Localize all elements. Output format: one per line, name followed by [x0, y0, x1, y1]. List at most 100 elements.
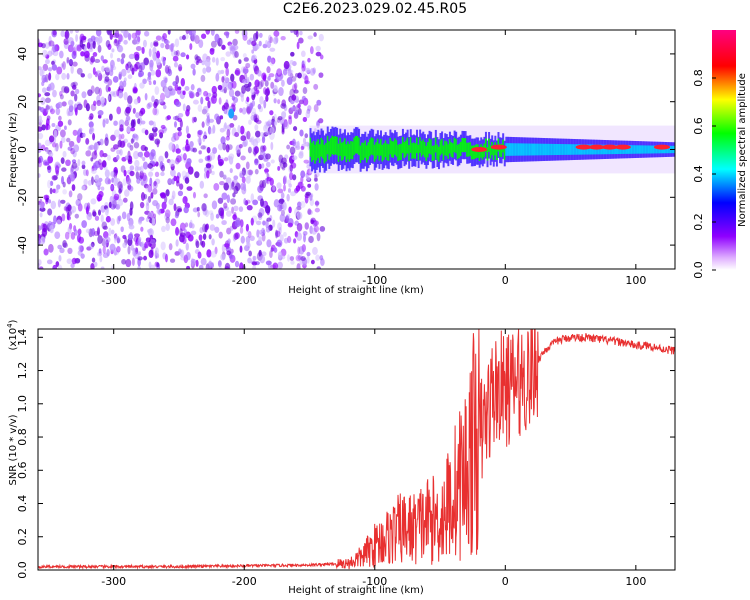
heatmap-cell: [164, 39, 170, 45]
heatmap-cell: [265, 40, 268, 46]
heatmap-cell: [42, 237, 46, 243]
heatmap-cell: [197, 137, 202, 144]
heatmap-cell: [38, 237, 41, 247]
heatmap-cell: [210, 262, 214, 267]
heatmap-cell: [86, 41, 91, 49]
heatmap-cell: [297, 201, 302, 208]
heatmap-cell: [286, 144, 291, 150]
heatmap-cell: [264, 80, 269, 87]
spectrogram-x-axis-label: Height of straight line (km): [288, 285, 424, 296]
heatmap-cell: [130, 138, 134, 144]
heatmap-cell: [155, 35, 162, 41]
heatmap-cell: [199, 180, 205, 189]
heatmap-cell: [180, 78, 186, 87]
heatmap-cell: [185, 54, 190, 60]
heatmap-cell: [97, 227, 101, 237]
heatmap-cell: [92, 209, 96, 217]
heatmap-cell: [67, 99, 74, 106]
heatmap-cell: [101, 65, 105, 72]
heatmap-cell: [119, 149, 123, 156]
heatmap-cell: [152, 53, 158, 62]
signal-core: [665, 145, 668, 154]
heatmap-cell: [85, 206, 89, 215]
heatmap-cell: [93, 141, 99, 151]
heatmap-cell: [105, 118, 109, 125]
signal-core: [405, 140, 408, 157]
heatmap-cell: [52, 265, 57, 269]
heatmap-cell: [83, 178, 88, 186]
heatmap-cell: [92, 211, 97, 217]
signal-core: [323, 144, 326, 164]
heatmap-cell: [176, 206, 182, 212]
heatmap-cell: [185, 30, 190, 35]
heatmap-cell: [291, 94, 297, 101]
heatmap-cell: [250, 111, 257, 117]
heatmap-cell: [127, 74, 133, 80]
heatmap-cell: [101, 160, 107, 168]
signal-core: [640, 145, 643, 154]
heatmap-cell: [240, 219, 244, 228]
heatmap-cell: [140, 226, 144, 232]
heatmap-cell: [266, 176, 270, 185]
heatmap-cell: [164, 86, 168, 93]
heatmap-cell: [164, 151, 169, 159]
signal-core: [334, 136, 337, 155]
heatmap-cell: [257, 214, 263, 221]
heatmap-cell: [218, 161, 223, 167]
heatmap-cell: [309, 68, 316, 76]
signal-core: [433, 145, 436, 161]
heatmap-cell: [222, 124, 227, 132]
heatmap-cell: [185, 242, 189, 251]
heatmap-cell: [48, 72, 52, 81]
heatmap-cell: [197, 211, 201, 218]
heatmap-cell: [300, 170, 306, 179]
signal-core: [563, 144, 566, 155]
signal-core: [517, 143, 520, 156]
heatmap-cell: [203, 131, 207, 140]
heatmap-cell: [165, 253, 168, 263]
heatmap-cell: [313, 32, 317, 37]
heatmap-cell: [156, 50, 161, 59]
heatmap-cell: [239, 125, 245, 135]
heatmap-cell: [72, 61, 78, 67]
heatmap-cell: [207, 155, 211, 161]
heatmap-cell: [92, 133, 96, 141]
heatmap-cell: [306, 176, 311, 181]
snr-y-axis-label: SNR (10 * v/v): [8, 414, 19, 485]
heatmap-cell: [71, 184, 76, 191]
signal-core: [638, 145, 641, 154]
heatmap-cell: [143, 151, 150, 158]
heatmap-cell: [116, 89, 120, 97]
signal-core: [463, 138, 466, 153]
heatmap-cell: [241, 176, 246, 184]
signal-core: [400, 143, 403, 160]
heatmap-cell: [94, 215, 100, 221]
colorbar-ticks: 0.0 0.2 0.4 0.6 0.8: [692, 69, 716, 279]
heatmap-cell: [276, 68, 283, 77]
heatmap-cell: [155, 161, 159, 167]
heatmap-cell: [270, 159, 275, 164]
heatmap-cell: [120, 58, 125, 65]
signal-core: [453, 137, 456, 153]
heatmap-cell: [281, 157, 287, 165]
signal-core: [417, 144, 420, 161]
heatmap-cell: [237, 124, 241, 134]
heatmap-cell: [100, 55, 104, 62]
heatmap-cell: [258, 154, 264, 161]
heatmap-cell: [69, 44, 76, 52]
heatmap-cell: [54, 147, 58, 152]
heatmap-cell: [109, 33, 113, 40]
heatmap-cell: [247, 257, 252, 264]
heatmap-cell: [297, 72, 302, 79]
heatmap-cell: [120, 68, 127, 77]
heatmap-cell: [87, 38, 93, 43]
x-tick-label: 100: [625, 274, 646, 287]
heatmap-cell: [61, 167, 67, 172]
heatmap-cell: [140, 192, 146, 201]
heatmap-cell: [140, 179, 146, 186]
signal-core: [488, 138, 491, 152]
heatmap-cell: [240, 135, 247, 142]
heatmap-cell: [66, 59, 70, 65]
heatmap-cell: [242, 53, 247, 59]
heatmap-cell: [177, 190, 184, 197]
